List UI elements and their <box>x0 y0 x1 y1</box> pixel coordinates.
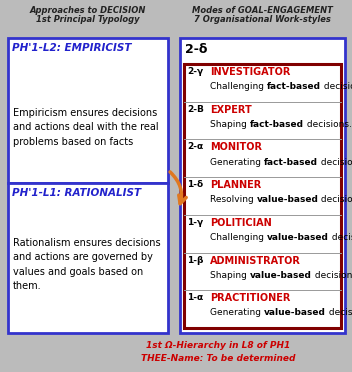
Text: decisions: decisions <box>319 195 352 204</box>
Text: Empiricism ensures decisions
and actions deal with the real
problems based on fa: Empiricism ensures decisions and actions… <box>13 108 159 147</box>
Text: decisions.: decisions. <box>304 120 352 129</box>
Text: 1st Ω-Hierarchy in L8 of PH1: 1st Ω-Hierarchy in L8 of PH1 <box>146 341 290 350</box>
Text: value-based: value-based <box>257 195 319 204</box>
Text: MONITOR: MONITOR <box>210 142 262 153</box>
Text: 2-B: 2-B <box>187 105 204 114</box>
Text: EXPERT: EXPERT <box>210 105 252 115</box>
Text: fact-based: fact-based <box>250 120 304 129</box>
Text: ADMINISTRATOR: ADMINISTRATOR <box>210 256 301 266</box>
Text: fact-based: fact-based <box>264 158 318 167</box>
Bar <box>184 64 341 328</box>
Text: Generating: Generating <box>210 158 264 167</box>
Text: 1-α: 1-α <box>187 293 203 302</box>
Bar <box>8 38 168 183</box>
Text: Challenging: Challenging <box>210 233 267 242</box>
Text: THEE-Name: To be determined: THEE-Name: To be determined <box>141 354 295 363</box>
Text: decisions: decisions <box>321 82 352 91</box>
Text: 2-δ: 2-δ <box>185 43 207 56</box>
Text: Challenging: Challenging <box>210 82 267 91</box>
Text: decisions: decisions <box>326 308 352 317</box>
Text: 2-α: 2-α <box>187 142 203 151</box>
Text: PH'1-L2: EMPIRICIST: PH'1-L2: EMPIRICIST <box>12 43 132 53</box>
Text: fact-based: fact-based <box>267 82 321 91</box>
Bar <box>8 183 168 333</box>
Text: Resolving: Resolving <box>210 195 257 204</box>
Text: Shaping: Shaping <box>210 120 250 129</box>
Text: decisions: decisions <box>329 233 352 242</box>
Text: 1-δ: 1-δ <box>187 180 203 189</box>
Text: 1-γ: 1-γ <box>187 218 203 227</box>
Text: value-based: value-based <box>267 233 329 242</box>
Text: decisions: decisions <box>312 271 352 280</box>
Text: Approaches to DECISION: Approaches to DECISION <box>30 6 146 15</box>
Text: Shaping: Shaping <box>210 271 250 280</box>
Text: 1-β: 1-β <box>187 256 203 264</box>
Text: 1st Principal Typology: 1st Principal Typology <box>36 15 140 24</box>
Text: Generating: Generating <box>210 308 264 317</box>
Bar <box>180 38 345 333</box>
Text: decisions.: decisions. <box>318 158 352 167</box>
Text: Rationalism ensures decisions
and actions are governed by
values and goals based: Rationalism ensures decisions and action… <box>13 238 161 291</box>
Text: 7 Organisational Work-styles: 7 Organisational Work-styles <box>194 15 331 24</box>
Text: PH'1-L1: RATIONALIST: PH'1-L1: RATIONALIST <box>12 188 141 198</box>
Text: INVESTIGATOR: INVESTIGATOR <box>210 67 290 77</box>
Text: value-based: value-based <box>264 308 326 317</box>
Text: PRACTITIONER: PRACTITIONER <box>210 293 290 303</box>
Text: 2-γ: 2-γ <box>187 67 203 76</box>
Text: POLITICIAN: POLITICIAN <box>210 218 272 228</box>
Text: value-based: value-based <box>250 271 312 280</box>
Text: PLANNER: PLANNER <box>210 180 261 190</box>
Text: Modes of GOAL-ENGAGEMENT: Modes of GOAL-ENGAGEMENT <box>191 6 332 15</box>
